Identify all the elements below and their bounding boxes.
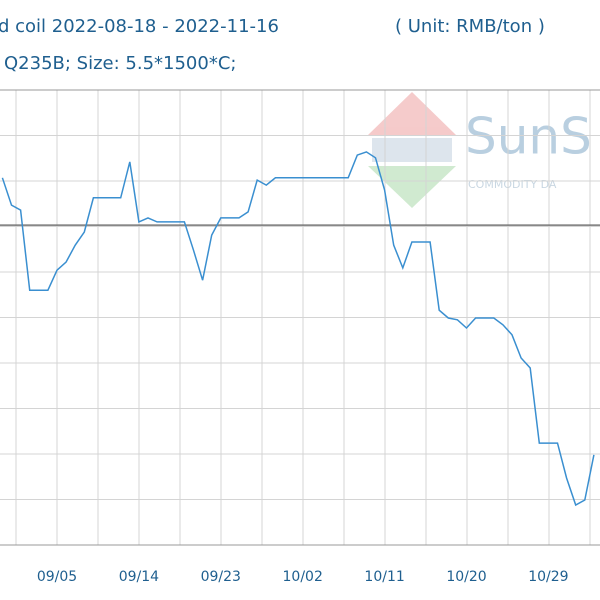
watermark-sub: COMMODITY DA [468,178,557,191]
x-tick-label: 09/14 [119,569,159,585]
x-tick-label: 10/29 [528,569,568,585]
watermark-text: SunS [465,108,592,166]
x-tick-label: 09/23 [201,569,241,585]
chart-title: d coil 2022-08-18 - 2022-11-16 [0,16,279,37]
chart-subtitle: Q235B; Size: 5.5*1500*C; [4,53,236,74]
x-tick-label: 10/11 [364,569,404,585]
watermark-logo [368,92,456,208]
x-tick-label: 10/20 [446,569,486,585]
price-line [1,151,595,507]
x-tick-label: 10/02 [283,569,323,585]
unit-label: ( Unit: RMB/ton ) [395,16,545,37]
x-tick-label: 09/05 [37,569,77,585]
